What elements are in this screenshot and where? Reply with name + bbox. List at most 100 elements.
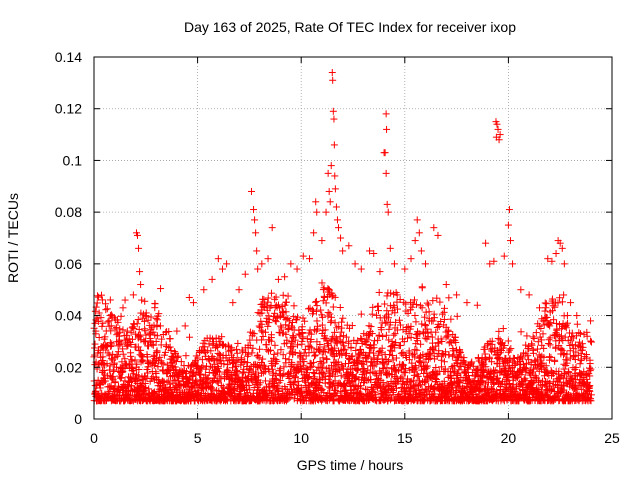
noise-point — [127, 352, 135, 360]
noise-point — [261, 377, 269, 385]
noise-point — [107, 327, 115, 335]
noise-point — [107, 355, 115, 363]
data-point — [251, 216, 259, 224]
noise-point — [310, 326, 318, 334]
noise-point — [588, 338, 596, 346]
x-tick-label: 15 — [397, 430, 413, 446]
noise-point — [141, 325, 149, 333]
data-point — [253, 247, 261, 255]
data-point — [310, 229, 318, 237]
noise-point — [137, 346, 145, 354]
y-tick-label: 0.04 — [55, 308, 82, 324]
noise-point — [239, 369, 247, 377]
noise-point — [326, 310, 334, 318]
data-point — [135, 244, 143, 252]
noise-point — [264, 392, 272, 400]
noise-point — [291, 336, 299, 344]
noise-point — [540, 344, 548, 352]
x-tick-label: 20 — [501, 430, 517, 446]
noise-point — [229, 385, 237, 393]
noise-point — [224, 357, 232, 365]
noise-point — [308, 344, 316, 352]
data-point — [525, 291, 533, 299]
noise-point — [114, 329, 122, 337]
noise-point — [276, 371, 284, 379]
noise-point — [151, 300, 159, 308]
noise-point — [118, 374, 126, 382]
noise-point — [155, 310, 163, 318]
data-point — [330, 115, 338, 123]
noise-point — [288, 358, 296, 366]
noise-point — [196, 348, 204, 356]
noise-point — [147, 313, 155, 321]
noise-point — [99, 319, 107, 327]
data-point — [241, 270, 249, 278]
data-point — [552, 250, 560, 258]
noise-point — [130, 320, 138, 328]
data-point — [332, 203, 340, 211]
noise-point — [421, 313, 429, 321]
noise-point — [264, 322, 272, 330]
noise-point — [159, 366, 167, 374]
noise-point — [123, 327, 131, 335]
noise-point — [291, 374, 299, 382]
y-axis-label: ROTI / TECUs — [5, 193, 21, 283]
data-point — [129, 291, 137, 299]
noise-point — [149, 373, 157, 381]
noise-point — [272, 293, 280, 301]
data-point — [254, 265, 262, 273]
noise-point — [234, 356, 242, 364]
data-point — [376, 268, 384, 276]
noise-point — [267, 346, 275, 354]
noise-point — [279, 351, 287, 359]
noise-point — [145, 330, 153, 338]
data-point — [121, 296, 129, 304]
noise-point — [146, 337, 154, 345]
data-point — [345, 242, 353, 250]
noise-point — [144, 369, 152, 377]
noise-point — [262, 328, 270, 336]
noise-point — [412, 340, 420, 348]
noise-point — [153, 332, 161, 340]
noise-point — [259, 355, 267, 363]
noise-point — [245, 381, 253, 389]
noise-point — [207, 347, 215, 355]
data-point — [274, 275, 282, 283]
noise-point — [95, 333, 103, 341]
noise-point — [234, 339, 242, 347]
noise-point — [124, 392, 132, 400]
noise-point — [119, 326, 127, 334]
data-point — [381, 149, 389, 157]
noise-point — [133, 320, 141, 328]
noise-point — [272, 318, 280, 326]
noise-point — [167, 347, 175, 355]
noise-point — [244, 350, 252, 358]
noise-point — [237, 390, 245, 398]
noise-point — [312, 351, 320, 359]
noise-point — [99, 353, 107, 361]
noise-point — [324, 309, 332, 317]
noise-point — [201, 343, 209, 351]
noise-point — [141, 383, 149, 391]
noise-point — [318, 321, 326, 329]
noise-point — [177, 358, 185, 366]
noise-point — [534, 338, 542, 346]
noise-point — [280, 363, 288, 371]
noise-point — [112, 324, 120, 332]
noise-point — [271, 341, 279, 349]
noise-point — [528, 341, 536, 349]
data-point — [258, 260, 266, 268]
data-point — [293, 265, 301, 273]
data-point — [573, 312, 581, 320]
noise-point — [209, 338, 217, 346]
noise-point — [271, 374, 279, 382]
x-axis-label: GPS time / hours — [297, 457, 404, 473]
noise-point — [529, 333, 537, 341]
noise-point — [277, 324, 285, 332]
noise-point — [318, 369, 326, 377]
noise-point — [381, 300, 389, 308]
noise-point — [551, 357, 559, 365]
noise-point — [453, 312, 461, 320]
noise-point — [258, 320, 266, 328]
y-tick-label: 0.14 — [55, 49, 82, 65]
